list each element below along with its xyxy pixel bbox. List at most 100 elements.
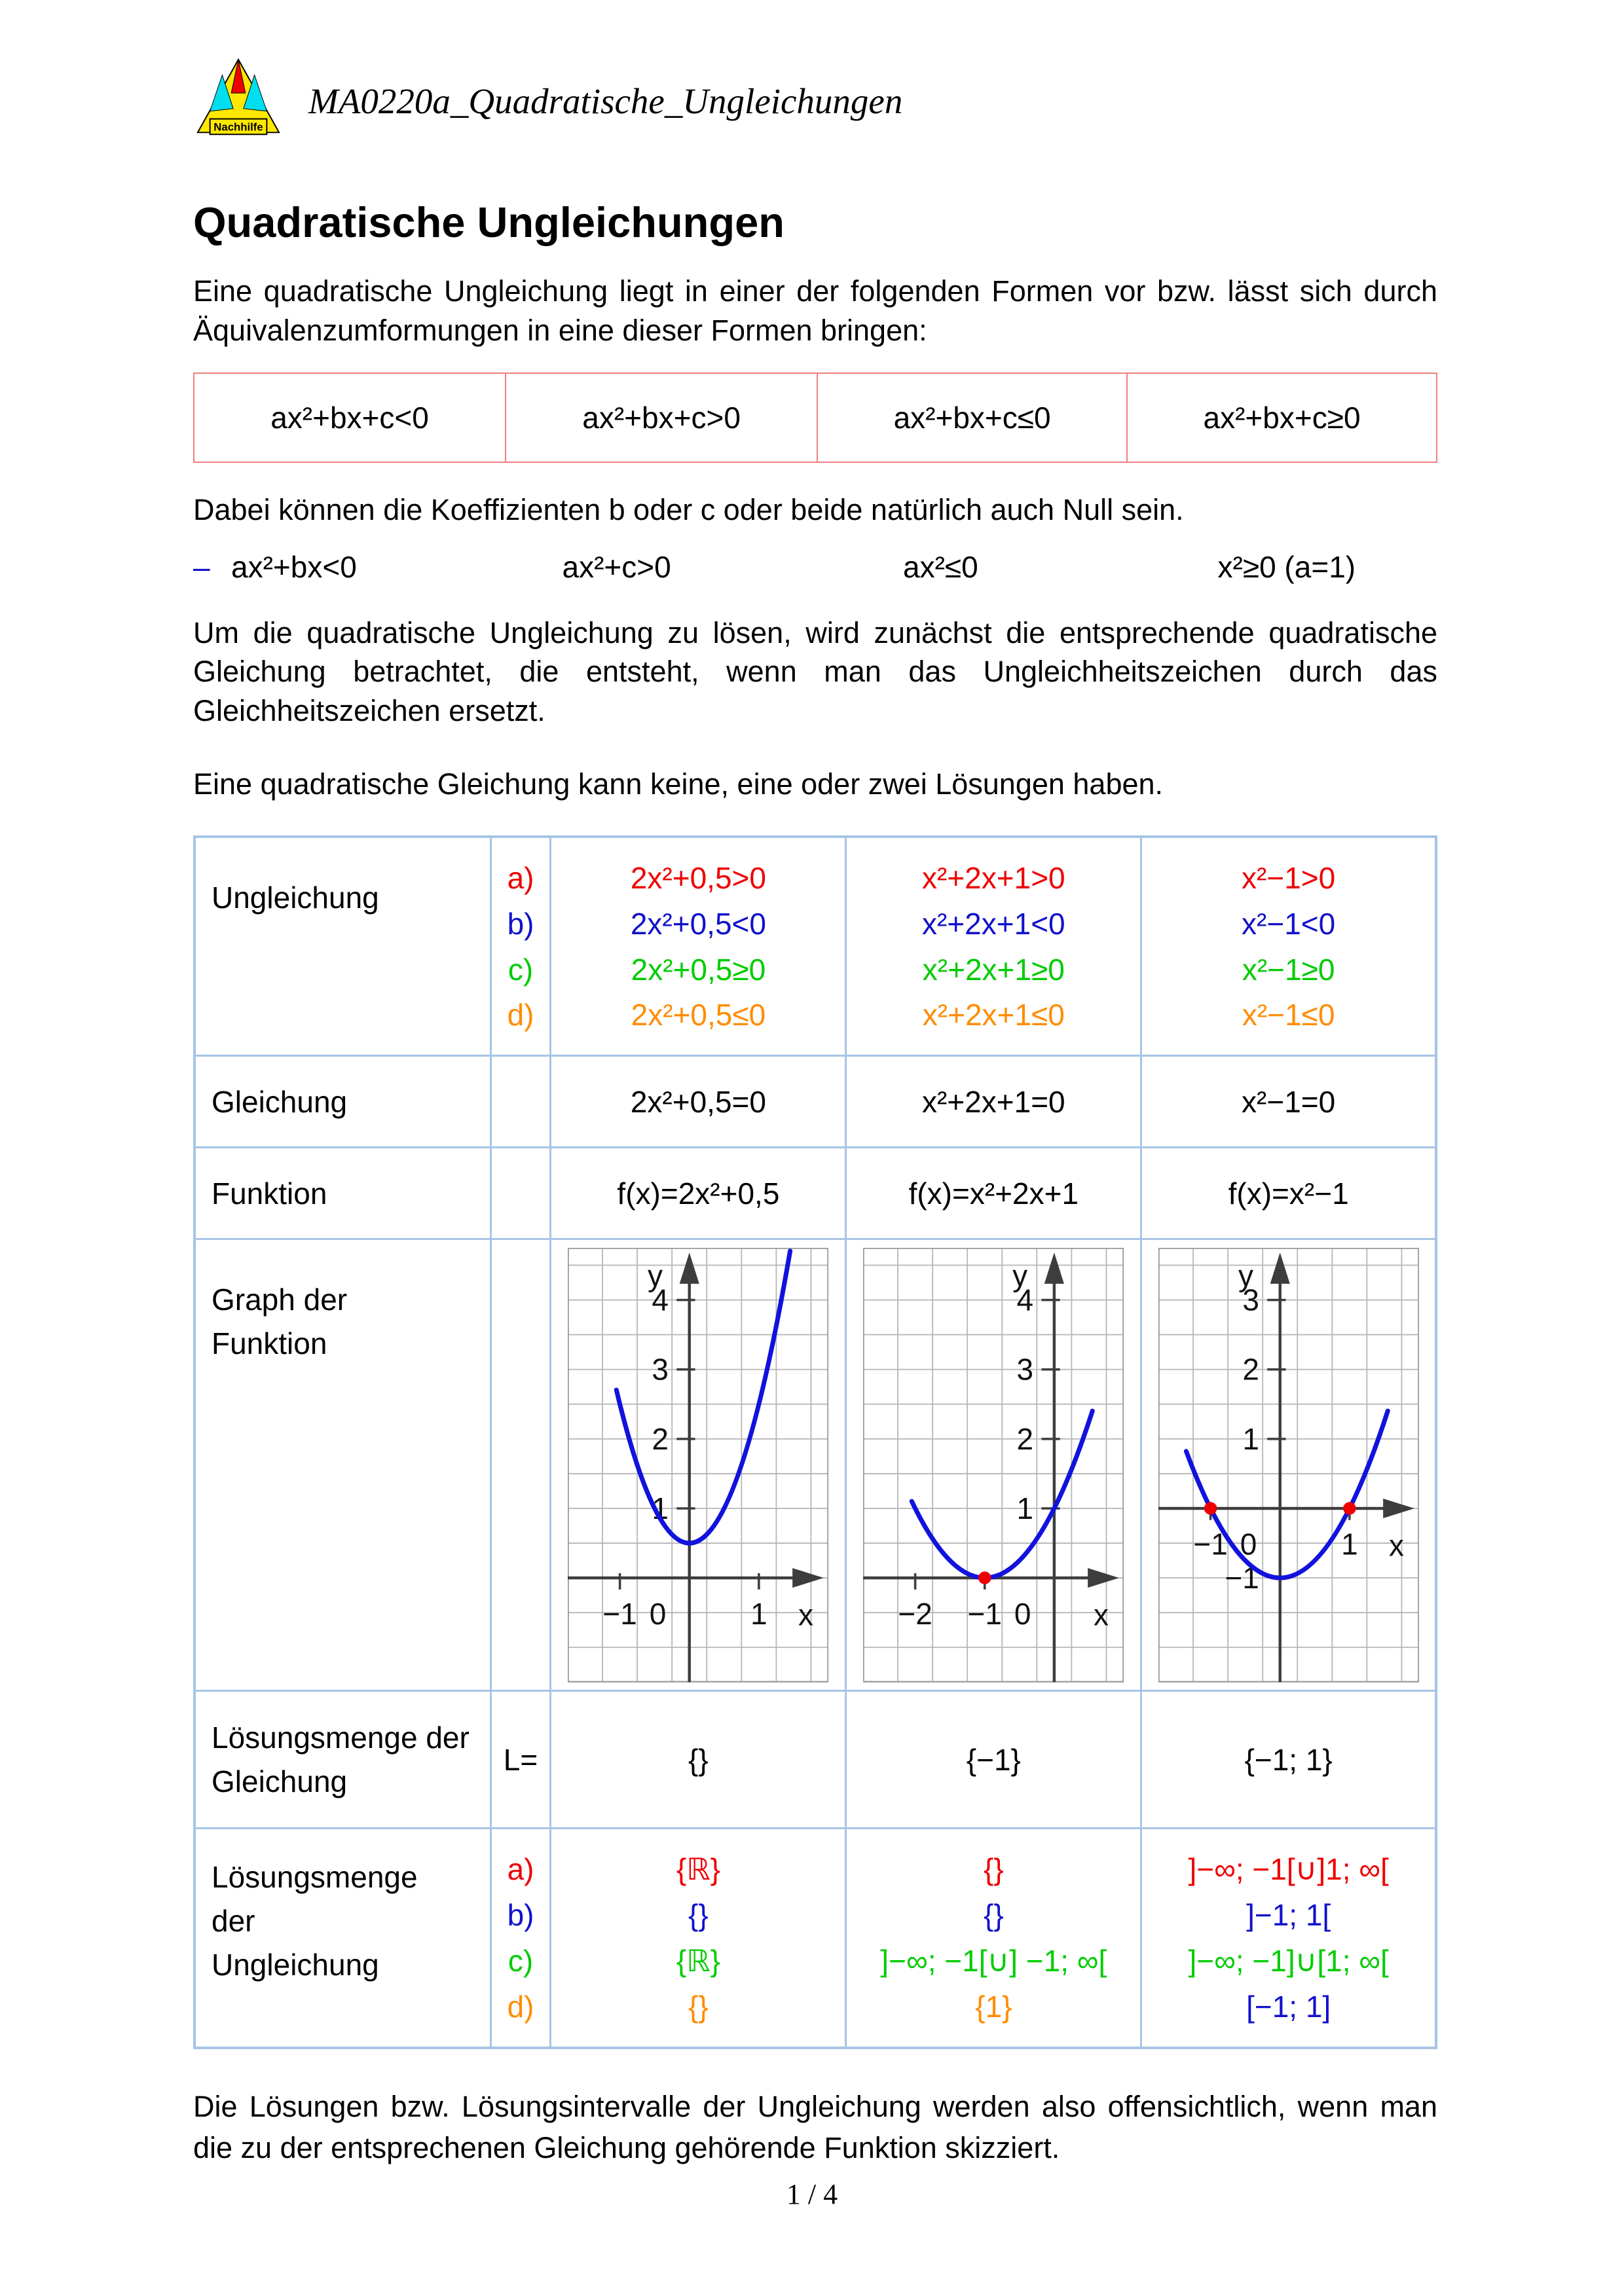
page-header: Nachhilfe MA0220a_Quadratische_Ungleichu… (193, 55, 1437, 147)
inequality: x²+2x+1<0 (921, 906, 1065, 941)
case-letter: d) (507, 1989, 534, 2024)
page-number: 1 / 4 (786, 2178, 838, 2210)
function-graph-2: 1 2 3 4 −2 −1 0 y x (847, 1248, 1140, 1683)
row-label: Graph der Funktion (193, 1238, 492, 1692)
solution-interval: {} (688, 1898, 709, 1933)
set-prefix: L= (489, 1690, 552, 1830)
inequality: 2x²+0,5≤0 (631, 998, 766, 1032)
row-label: Funktion (193, 1146, 492, 1241)
solution-interval: ]−∞; −1[∪] −1; ∞[ (880, 1944, 1107, 1978)
inequality: 2x²+0,5≥0 (631, 952, 766, 987)
function: f(x)=x²−1 (1140, 1146, 1437, 1241)
table-row-ungleichung: Ungleichung a) b) c) d) 2x²+0,5>0 2x²+0,… (193, 835, 1437, 1057)
intro-paragraph: Eine quadratische Ungleichung liegt in e… (193, 274, 1437, 347)
svg-text:0: 0 (650, 1597, 667, 1631)
inequality: x²−1≥0 (1242, 952, 1335, 987)
solution-interval: ]−∞; −1]∪[1; ∞[ (1188, 1944, 1389, 1978)
inequality: x²−1<0 (1242, 906, 1336, 941)
logo-brand-text: Nachhilfe (213, 120, 263, 133)
solution-set: {−1; 1} (1140, 1690, 1437, 1830)
svg-text:3: 3 (652, 1353, 669, 1387)
example-item: ax²≤0 (903, 549, 978, 584)
page-title: Quadratische Ungleichungen (193, 198, 784, 246)
solution-interval: {} (688, 1989, 709, 2024)
function-graph-1: 1 2 3 4 −1 1 0 y x (551, 1248, 845, 1683)
svg-text:4: 4 (1017, 1283, 1034, 1317)
coefficients-note: Dabei können die Koeffizienten b oder c … (193, 492, 1184, 526)
solution-interval: ]−1; 1[ (1246, 1898, 1331, 1933)
inequality: x²+2x+1≥0 (922, 952, 1065, 987)
form-cell: ax²+bx+c≥0 (1126, 372, 1437, 463)
svg-text:1: 1 (1242, 1422, 1259, 1456)
svg-text:2: 2 (652, 1422, 669, 1456)
row-label: Gleichung (193, 1055, 492, 1149)
svg-text:−1: −1 (968, 1597, 1002, 1631)
solution-interval: [−1; 1] (1246, 1989, 1331, 2024)
svg-text:1: 1 (750, 1597, 767, 1631)
solution-interval: ]−∞; −1[∪]1; ∞[ (1188, 1852, 1389, 1887)
inequality: 2x²+0,5<0 (630, 906, 766, 941)
dash-bullet: – (193, 549, 210, 584)
case-letter: c) (507, 1944, 534, 1978)
svg-text:−2: −2 (898, 1597, 932, 1631)
case-letter: d) (507, 998, 534, 1032)
solution-set: {−1} (845, 1690, 1143, 1830)
form-cell: ax²+bx+c>0 (505, 372, 819, 463)
equation: x²+2x+1=0 (845, 1055, 1143, 1149)
solution-interval: {ℝ} (676, 1852, 720, 1887)
table-row-loesung-gleichung: Lösungsmenge der Gleichung L= {} {−1} {−… (193, 1690, 1437, 1830)
form-cell: ax²+bx+c≤0 (817, 372, 1128, 463)
solution-interval: {1} (975, 1989, 1012, 2024)
svg-text:y: y (1013, 1259, 1028, 1293)
table-row-graph: Graph der Funktion 1 2 3 4 −1 1 0 y x 1 2 3 4 −2 −1 0 y… (193, 1238, 1437, 1692)
svg-text:y: y (648, 1259, 663, 1293)
row-label: Ungleichung (193, 835, 492, 1057)
function-graph-3: 1 2 3 −1 1 −1 0 y x (1142, 1248, 1435, 1683)
svg-text:x: x (1094, 1598, 1109, 1632)
function: f(x)=x²+2x+1 (845, 1146, 1143, 1241)
example-item: ax²+bx<0 (231, 549, 357, 584)
solve-paragraph: Um die quadratische Ungleichung zu lösen… (193, 615, 1437, 728)
svg-text:1: 1 (1341, 1527, 1358, 1561)
solution-interval: {} (983, 1898, 1004, 1933)
examples-line: – ax²+bx<0 ax²+c>0 ax²≤0 x²≥0 (a=1) (193, 549, 1437, 585)
case-letter: b) (507, 1898, 534, 1933)
svg-text:x: x (798, 1598, 813, 1632)
inequality: 2x²+0,5>0 (630, 860, 766, 895)
svg-text:2: 2 (1017, 1422, 1034, 1456)
solution-interval: {ℝ} (676, 1944, 720, 1978)
svg-text:x: x (1389, 1529, 1404, 1563)
example-item: x²≥0 (a=1) (1217, 549, 1356, 584)
inequality: x²+2x+1≤0 (922, 998, 1065, 1032)
row-label: Lösungsmenge der Gleichung (193, 1690, 492, 1830)
row-label: Lösungsmenge der Ungleichung (193, 1827, 492, 2049)
equation: 2x²+0,5=0 (549, 1055, 847, 1149)
table-row-gleichung: Gleichung 2x²+0,5=0 x²+2x+1=0 x²−1=0 (193, 1055, 1437, 1149)
document-id: MA0220a_Quadratische_Ungleichungen (308, 81, 903, 121)
table-row-loesung-ungleichung: Lösungsmenge der Ungleichung a) b) c) d)… (193, 1827, 1437, 2049)
case-letter: a) (507, 860, 534, 895)
svg-text:1: 1 (1017, 1491, 1034, 1525)
svg-text:y: y (1238, 1259, 1253, 1293)
inequality: x²−1>0 (1242, 860, 1336, 895)
table-row-funktion: Funktion f(x)=2x²+0,5 f(x)=x²+2x+1 f(x)=… (193, 1146, 1437, 1241)
svg-text:4: 4 (652, 1283, 669, 1317)
overview-table: Ungleichung a) b) c) d) 2x²+0,5>0 2x²+0,… (193, 835, 1437, 2049)
solutions-paragraph: Eine quadratische Gleichung kann keine, … (193, 767, 1164, 801)
svg-text:3: 3 (1242, 1283, 1259, 1317)
svg-text:2: 2 (1242, 1353, 1259, 1387)
inequality: x²+2x+1>0 (921, 860, 1065, 895)
form-cell: ax²+bx+c<0 (193, 372, 507, 463)
svg-text:3: 3 (1017, 1353, 1034, 1387)
inequality-forms-table: ax²+bx+c<0 ax²+bx+c>0 ax²+bx+c≤0 ax²+bx+… (193, 372, 1437, 463)
closing-paragraph: Die Lösungen bzw. Lösungsintervalle der … (193, 2089, 1437, 2164)
case-letter: c) (507, 952, 534, 987)
solution-interval: {} (983, 1852, 1004, 1887)
svg-text:0: 0 (1014, 1597, 1031, 1631)
inequality: x²−1≤0 (1242, 998, 1335, 1032)
nachhilfe-logo-icon: Nachhilfe (196, 58, 280, 136)
solution-set: {} (549, 1690, 847, 1830)
case-letter: b) (507, 906, 534, 941)
svg-text:−1: −1 (603, 1597, 637, 1631)
